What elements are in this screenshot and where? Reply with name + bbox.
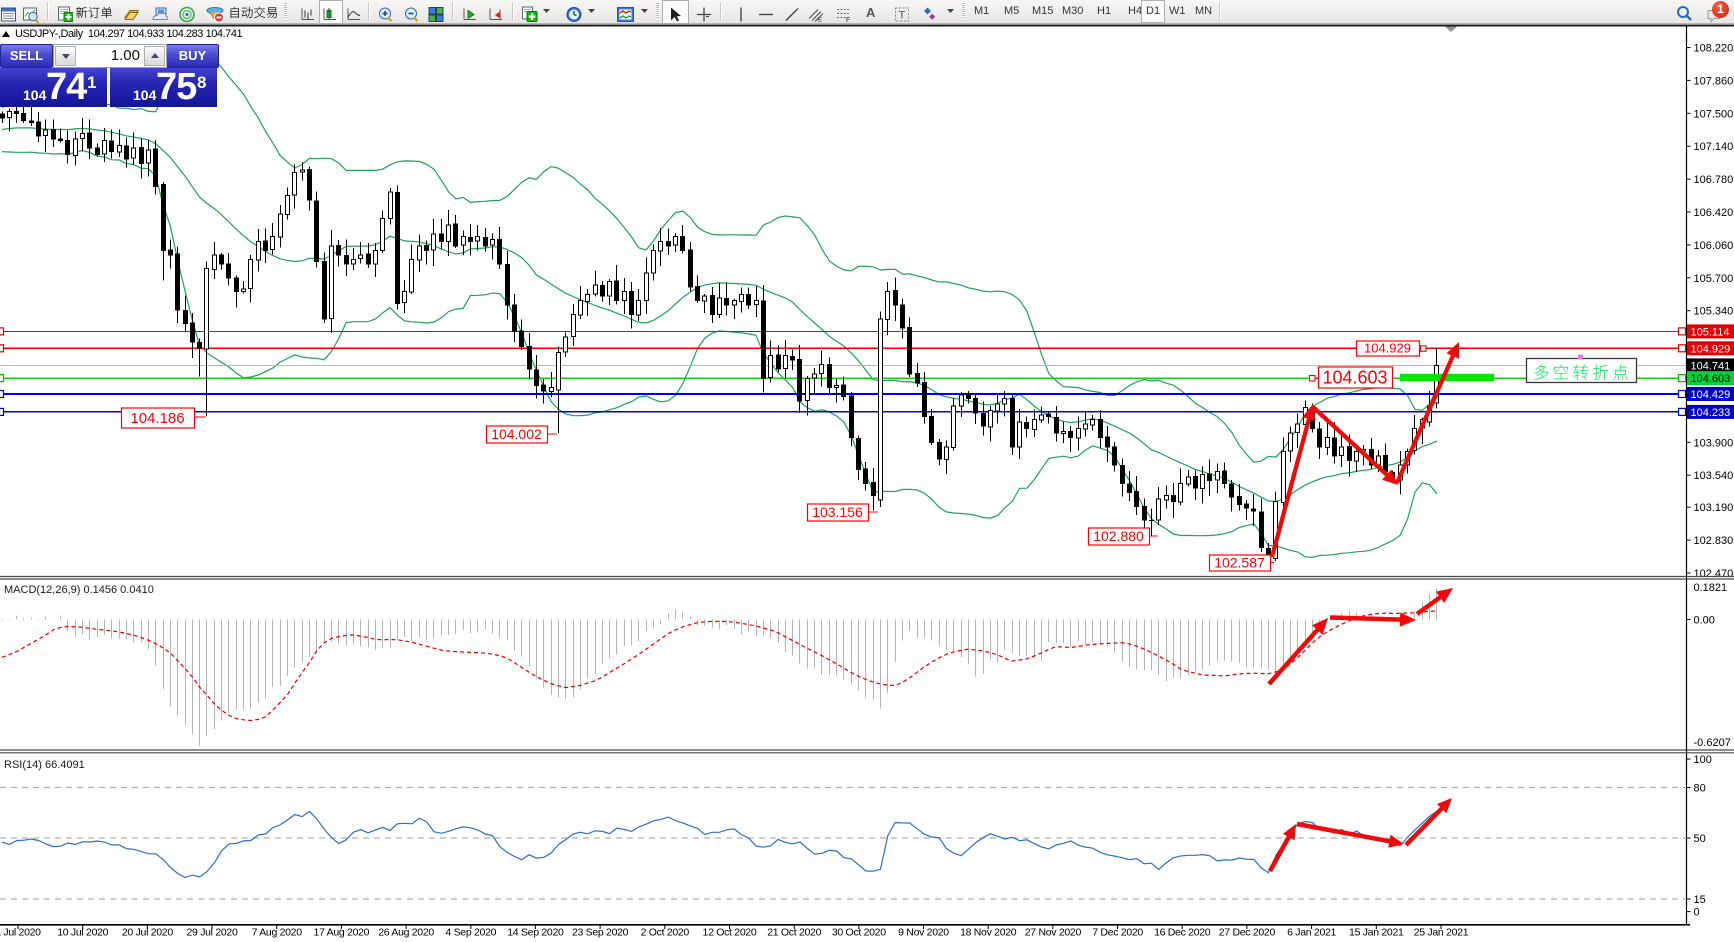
svg-text:7 Aug 2020: 7 Aug 2020 xyxy=(252,927,303,939)
svg-text:17 Aug 2020: 17 Aug 2020 xyxy=(314,927,370,939)
svg-text:9 Nov 2020: 9 Nov 2020 xyxy=(898,927,949,939)
svg-text:102.470: 102.470 xyxy=(1694,568,1734,580)
svg-text:25 Jan 2021: 25 Jan 2021 xyxy=(1414,927,1469,939)
svg-text:12 Oct 2020: 12 Oct 2020 xyxy=(703,927,757,939)
svg-text:106.420: 106.420 xyxy=(1694,207,1734,219)
svg-text:104.929: 104.929 xyxy=(1364,341,1411,356)
svg-text:103.900: 103.900 xyxy=(1694,437,1734,449)
svg-text:107.500: 107.500 xyxy=(1694,108,1734,120)
svg-text:100: 100 xyxy=(1694,754,1712,766)
svg-text:16 Dec 2020: 16 Dec 2020 xyxy=(1154,927,1211,939)
svg-text:15: 15 xyxy=(1694,894,1706,906)
svg-text:1 Jul 2020: 1 Jul 2020 xyxy=(0,927,41,939)
svg-text:14 Sep 2020: 14 Sep 2020 xyxy=(507,927,564,939)
svg-text:T: T xyxy=(899,10,906,22)
svg-text:102.587: 102.587 xyxy=(1214,555,1265,571)
svg-text:30 Oct 2020: 30 Oct 2020 xyxy=(832,927,886,939)
svg-text:107.860: 107.860 xyxy=(1694,75,1734,87)
svg-text:104.233: 104.233 xyxy=(1691,407,1731,419)
svg-text:18 Nov 2020: 18 Nov 2020 xyxy=(960,927,1017,939)
svg-text:106.060: 106.060 xyxy=(1694,240,1734,252)
svg-text:23 Sep 2020: 23 Sep 2020 xyxy=(572,927,629,939)
svg-text:105.114: 105.114 xyxy=(1691,326,1730,338)
svg-text:0.00: 0.00 xyxy=(1694,615,1715,627)
svg-text:104.741: 104.741 xyxy=(1691,360,1731,372)
svg-text:E: E xyxy=(818,18,822,24)
svg-text:103.156: 103.156 xyxy=(812,504,863,520)
svg-text:105.700: 105.700 xyxy=(1694,273,1734,285)
svg-text:27 Dec 2020: 27 Dec 2020 xyxy=(1219,927,1276,939)
svg-text:104.603: 104.603 xyxy=(1322,368,1387,388)
svg-text:106.780: 106.780 xyxy=(1694,174,1734,186)
svg-text:2 Oct 2020: 2 Oct 2020 xyxy=(641,927,690,939)
svg-text:50: 50 xyxy=(1694,833,1706,845)
svg-text:0.1821: 0.1821 xyxy=(1694,582,1728,594)
svg-text:26 Aug 2020: 26 Aug 2020 xyxy=(378,927,434,939)
svg-text:MACD(12,26,9) 0.1456 0.0410: MACD(12,26,9) 0.1456 0.0410 xyxy=(4,584,154,596)
svg-text:103.190: 103.190 xyxy=(1694,502,1734,514)
svg-text:27 Nov 2020: 27 Nov 2020 xyxy=(1025,927,1082,939)
svg-text:7 Dec 2020: 7 Dec 2020 xyxy=(1092,927,1143,939)
svg-text:80: 80 xyxy=(1694,783,1706,795)
svg-text:4 Sep 2020: 4 Sep 2020 xyxy=(445,927,496,939)
svg-text:104.186: 104.186 xyxy=(130,410,184,427)
svg-text:15 Jan 2021: 15 Jan 2021 xyxy=(1349,927,1404,939)
svg-text:29 Jul 2020: 29 Jul 2020 xyxy=(187,927,238,939)
svg-text:103.540: 103.540 xyxy=(1694,470,1734,482)
svg-text:107.140: 107.140 xyxy=(1694,141,1734,153)
svg-text:104.002: 104.002 xyxy=(491,426,542,442)
svg-text:10 Jul 2020: 10 Jul 2020 xyxy=(57,927,108,939)
svg-text:6 Jan 2021: 6 Jan 2021 xyxy=(1287,927,1336,939)
svg-text:20 Jul 2020: 20 Jul 2020 xyxy=(122,927,173,939)
svg-text:F: F xyxy=(846,17,850,24)
svg-text:-0.6207: -0.6207 xyxy=(1694,737,1731,749)
svg-text:102.880: 102.880 xyxy=(1093,528,1144,544)
svg-text:21 Oct 2020: 21 Oct 2020 xyxy=(767,927,821,939)
svg-text:104.429: 104.429 xyxy=(1691,389,1731,401)
svg-text:102.830: 102.830 xyxy=(1694,535,1734,547)
svg-text:105.340: 105.340 xyxy=(1694,306,1734,318)
svg-text:0: 0 xyxy=(1694,907,1700,919)
svg-text:RSI(14) 66.4091: RSI(14) 66.4091 xyxy=(4,759,85,771)
svg-text:104.929: 104.929 xyxy=(1691,343,1731,355)
svg-text:108.220: 108.220 xyxy=(1694,43,1734,55)
svg-text:104.603: 104.603 xyxy=(1691,373,1731,385)
